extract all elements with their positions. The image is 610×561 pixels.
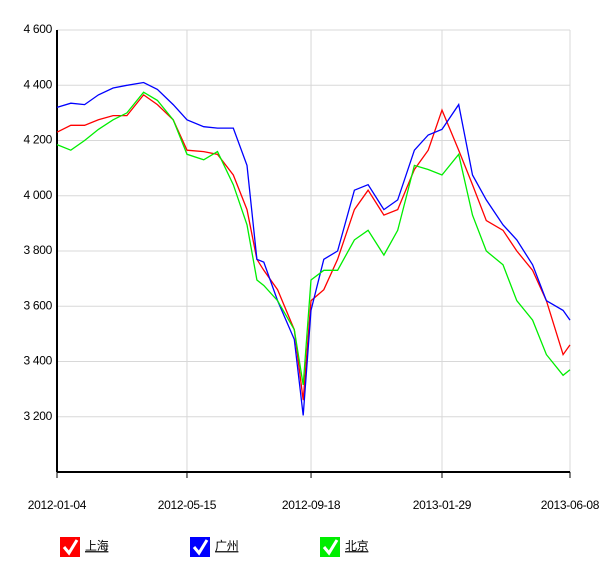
legend-check — [62, 539, 79, 556]
y-tick-label: 4 400 — [23, 77, 52, 91]
series-line — [56, 94, 571, 401]
y-tick-label: 3 200 — [23, 409, 52, 423]
legend-item[interactable]: 广州 — [190, 537, 239, 557]
y-tick-label: 3 400 — [23, 354, 52, 368]
legend-label: 上海 — [85, 538, 109, 553]
x-tick-label: 2012-09-18 — [282, 498, 341, 512]
y-tick-label: 3 800 — [23, 243, 52, 257]
legend-check — [192, 539, 209, 556]
legend-item[interactable]: 北京 — [320, 537, 369, 557]
y-tick-label: 4 600 — [23, 22, 52, 36]
series-line — [56, 81, 571, 416]
series-line — [56, 91, 571, 386]
x-tick-label: 2013-01-29 — [413, 498, 472, 512]
x-tick-label: 2012-05-15 — [158, 498, 217, 512]
legend-label: 广州 — [215, 539, 238, 553]
x-tick-label: 2012-01-04 — [28, 498, 87, 512]
legend-label: 北京 — [345, 539, 369, 553]
y-tick-label: 4 000 — [23, 188, 52, 202]
legend-check — [322, 539, 339, 556]
y-tick-label: 3 600 — [23, 298, 52, 312]
y-tick-label: 4 200 — [23, 133, 52, 147]
legend-item[interactable]: 上海 — [60, 537, 109, 557]
x-tick-label: 2013-06-08 — [541, 498, 600, 512]
